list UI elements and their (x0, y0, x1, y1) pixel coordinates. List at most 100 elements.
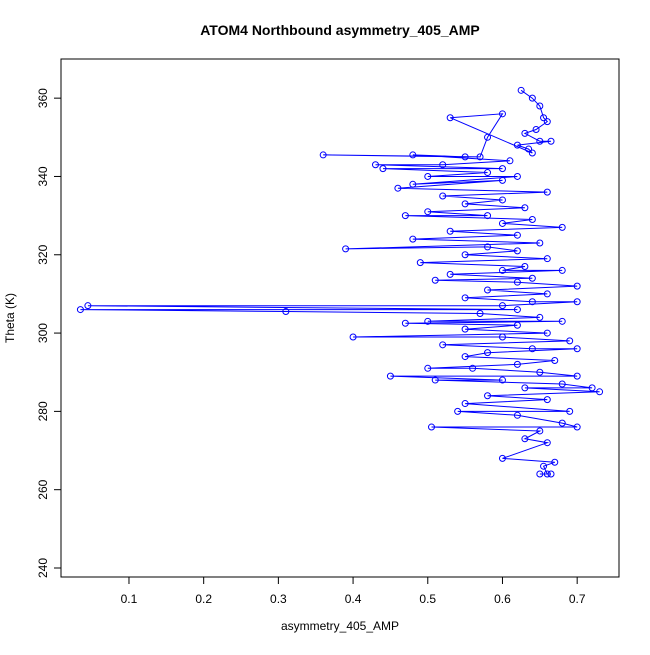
data-point (558, 380, 566, 388)
data-point (536, 239, 544, 247)
data-point (513, 247, 521, 255)
data-point (517, 86, 525, 94)
data-point (588, 384, 596, 392)
data-point (461, 400, 469, 408)
data-point (498, 376, 506, 384)
data-point (498, 165, 506, 173)
data-point (540, 114, 548, 122)
chart-title: ATOM4 Northbound asymmetry_405_AMP (200, 22, 480, 38)
data-point (513, 360, 521, 368)
data-point (521, 384, 529, 392)
data-point (476, 153, 484, 161)
x-tick-label: 0.7 (569, 592, 586, 606)
data-point (439, 341, 447, 349)
data-point (439, 161, 447, 169)
data-point (461, 200, 469, 208)
data-point (506, 157, 514, 165)
data-point (498, 110, 506, 118)
data-point (416, 259, 424, 267)
data-point (521, 263, 529, 271)
data-point (543, 396, 551, 404)
data-point (525, 145, 533, 153)
data-point (528, 298, 536, 306)
data-point (431, 276, 439, 284)
data-point (573, 298, 581, 306)
data-point (439, 192, 447, 200)
data-point (401, 319, 409, 327)
data-line (80, 89, 600, 475)
data-point (484, 392, 492, 400)
data-point (513, 411, 521, 419)
data-point (547, 137, 555, 145)
data-point (431, 376, 439, 384)
y-tick-label: 320 (36, 244, 50, 264)
data-point (498, 454, 506, 462)
data-point (498, 176, 506, 184)
data-point (484, 169, 492, 177)
data-point (282, 308, 290, 316)
data-point (498, 266, 506, 274)
data-point (521, 129, 529, 137)
x-tick-label: 0.1 (121, 592, 138, 606)
data-point (424, 208, 432, 216)
data-point (513, 306, 521, 314)
data-point (424, 172, 432, 180)
data-point (394, 184, 402, 192)
data-point (409, 180, 417, 188)
data-point (543, 470, 551, 478)
data-point (342, 245, 350, 253)
data-point (543, 188, 551, 196)
data-point (547, 470, 555, 478)
data-point (543, 439, 551, 447)
data-point (379, 165, 387, 173)
data-point (521, 435, 529, 443)
data-point (484, 243, 492, 251)
data-point (536, 137, 544, 145)
x-axis-title: asymmetry_405_AMP (281, 619, 399, 633)
data-point (513, 231, 521, 239)
data-point (461, 294, 469, 302)
data-point (484, 286, 492, 294)
data-point (566, 337, 574, 345)
data-point (454, 407, 462, 415)
data-point (513, 172, 521, 180)
data-point (536, 368, 544, 376)
x-tick-label: 0.2 (195, 592, 212, 606)
data-point (446, 270, 454, 278)
data-point (543, 329, 551, 337)
data-point (409, 235, 417, 243)
data-point (540, 462, 548, 470)
data-point (528, 345, 536, 353)
data-point (461, 325, 469, 333)
data-point (386, 372, 394, 380)
y-tick-label: 280 (36, 401, 50, 421)
data-point (596, 388, 604, 396)
y-axis-title: Theta (K) (3, 293, 17, 343)
data-point (401, 212, 409, 220)
data-point (551, 458, 559, 466)
x-tick-label: 0.3 (270, 592, 287, 606)
data-point (461, 251, 469, 259)
data-point (521, 204, 529, 212)
data-point (543, 290, 551, 298)
data-point (536, 427, 544, 435)
data-point (319, 151, 327, 159)
data-point (528, 149, 536, 157)
data-point (461, 153, 469, 161)
data-point (349, 333, 357, 341)
data-point (558, 317, 566, 325)
data-point (558, 223, 566, 231)
y-tick-label: 340 (36, 166, 50, 186)
data-point (446, 114, 454, 122)
data-point (484, 349, 492, 357)
data-point (573, 372, 581, 380)
y-tick-label: 360 (36, 88, 50, 108)
y-tick-label: 240 (36, 558, 50, 578)
x-tick-label: 0.5 (419, 592, 436, 606)
data-point (498, 302, 506, 310)
data-point (513, 141, 521, 149)
data-point (573, 282, 581, 290)
data-point (513, 321, 521, 329)
